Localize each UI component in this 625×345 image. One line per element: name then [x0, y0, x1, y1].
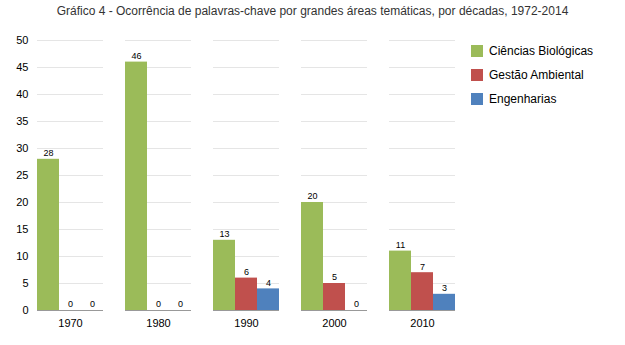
svg-text:3: 3	[442, 284, 447, 294]
svg-text:0: 0	[156, 300, 161, 310]
svg-text:20: 20	[16, 196, 28, 208]
svg-text:40: 40	[16, 88, 28, 100]
svg-text:4: 4	[266, 278, 271, 288]
html-text:Engenharias: Engenharias	[489, 92, 557, 107]
svg-text:0: 0	[178, 300, 183, 310]
svg-text:45: 45	[16, 61, 28, 73]
svg-text:1970: 1970	[58, 318, 82, 330]
svg-text:15: 15	[16, 223, 28, 235]
svg-text:2000: 2000	[322, 318, 346, 330]
svg-text:1990: 1990	[234, 318, 258, 330]
svg-text:50: 50	[16, 34, 28, 46]
svg-text:0: 0	[354, 300, 359, 310]
svg-text:28: 28	[43, 149, 53, 159]
svg-text:30: 30	[16, 142, 28, 154]
svg-text:20: 20	[307, 192, 317, 202]
svg-text:7: 7	[420, 262, 425, 272]
svg-text:6: 6	[244, 267, 249, 277]
svg-text:13: 13	[219, 230, 229, 240]
svg-text:11: 11	[396, 240, 405, 250]
svg-text:1980: 1980	[146, 318, 170, 330]
svg-text:0: 0	[22, 304, 28, 316]
svg-text:5: 5	[332, 273, 337, 283]
svg-text:46: 46	[131, 51, 141, 61]
svg-text:35: 35	[16, 115, 28, 127]
svg-text:0: 0	[68, 300, 73, 310]
html-text:Gráfico 4 - Ocorrência de pala: Gráfico 4 - Ocorrência de palavras-chave…	[56, 4, 569, 18]
svg-text:25: 25	[16, 169, 28, 181]
svg-text:5: 5	[22, 277, 28, 289]
svg-text:2010: 2010	[410, 318, 434, 330]
html-text:Ciências Biológicas: Ciências Biológicas	[489, 44, 594, 59]
svg-text:0: 0	[90, 300, 95, 310]
html-text:Gestão Ambiental: Gestão Ambiental	[489, 68, 584, 83]
svg-text:10: 10	[16, 250, 28, 262]
